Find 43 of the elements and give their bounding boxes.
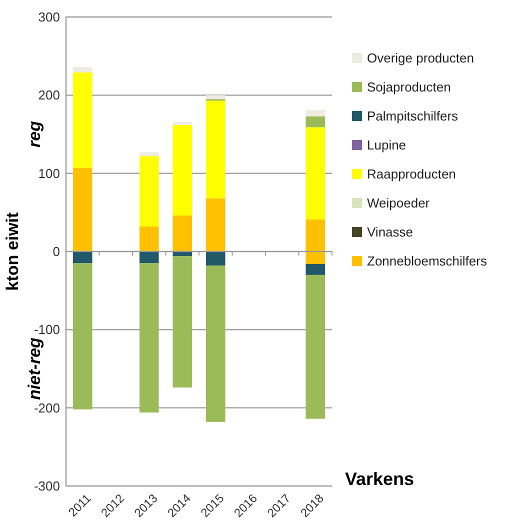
bar [172,216,192,252]
legend-label: Overige producten [367,50,474,66]
y-tick-label: 200 [38,88,60,103]
y-tick-label: -100 [34,322,60,338]
y-tick-label: 100 [38,166,60,181]
y-tick-label: -300 [34,478,60,494]
bar [172,256,192,388]
text: niet-reg [25,336,44,400]
bar [139,252,159,264]
text: reg [25,120,44,148]
y-tick-label: 300 [38,10,60,25]
text: Varkens [345,469,414,489]
bar [306,116,326,128]
y-axis-title: kton eiwit [3,212,22,291]
bar [206,252,226,266]
legend-label: Weipoeder [367,196,430,211]
bar [172,124,192,216]
y-tick-label: -200 [34,400,60,416]
bar [206,100,226,198]
legend-label: Lupine [367,138,406,153]
bar [72,252,92,264]
bar [206,95,226,100]
bar [72,67,92,72]
bar [306,127,326,220]
bar [72,168,92,252]
bar [139,226,159,252]
bar [139,156,159,226]
legend-label: Vinasse [367,224,414,240]
bar [139,263,159,413]
bar [72,263,92,410]
legend-label: Palmpitschilfers [367,108,459,124]
bar [206,198,226,252]
legend-label: Zonnebloemschilfers [367,254,488,269]
legend-label: Sojaproducten [367,80,451,95]
bar [206,266,226,422]
y-tick-label: 0 [52,244,60,260]
bar [139,152,159,156]
bar [306,274,326,419]
bar [172,122,192,125]
legend-label: Raapproducten [367,166,456,182]
bar [72,72,92,168]
bar [306,264,326,275]
bar [306,110,326,116]
